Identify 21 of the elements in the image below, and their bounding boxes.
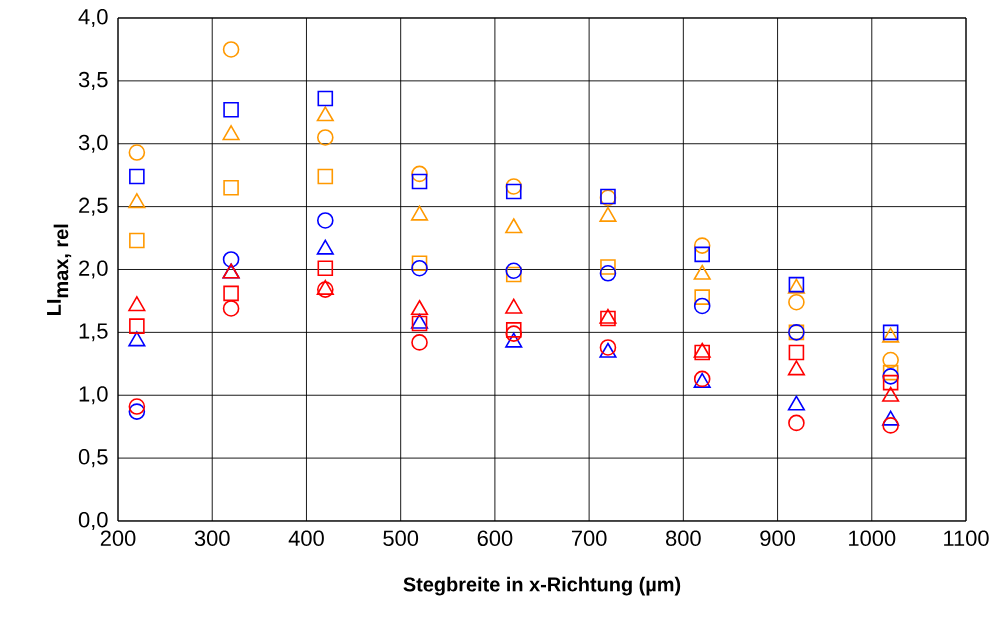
y-tick-label: 4,0 [78,8,108,28]
y-tick-label: 3,0 [78,134,108,153]
x-tick-label: 800 [666,530,701,547]
y-tick-label: 1,5 [79,323,108,342]
x-tick-label: 700 [571,530,607,547]
x-tick-label: 300 [194,530,230,547]
x-tick-label: 500 [383,530,419,547]
y-tick-label: 0,5 [78,449,108,468]
y-tick-label: 1,0 [79,386,108,405]
x-tick-label: 1000 [849,530,896,547]
x-axis-title: Stegbreite in x-Richtung (µm) [403,576,681,596]
x-tick-label: 200 [100,530,136,547]
y-tick-label: 0,0 [78,511,108,531]
y-tick-label: 2,0 [79,260,108,279]
x-tick-label: 900 [760,530,795,547]
x-tick-label: 1100 [944,530,989,547]
y-axis-title: $\textbf{LI}_{\textbf{max, rel}}$ [47,224,72,315]
x-tick-label: 600 [477,530,513,547]
x-tick-label: 400 [288,530,324,547]
y-tick-label: 3,5 [78,71,108,90]
y-tick-label: 2,5 [79,197,108,216]
